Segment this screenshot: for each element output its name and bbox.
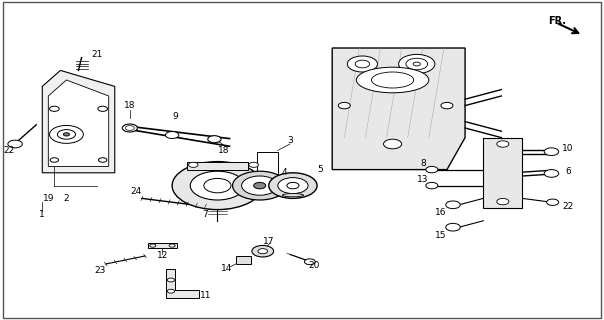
Text: 20: 20 bbox=[309, 261, 320, 270]
Circle shape bbox=[167, 289, 175, 293]
Polygon shape bbox=[332, 48, 465, 170]
Circle shape bbox=[258, 249, 268, 254]
Bar bbox=[236, 256, 251, 264]
Circle shape bbox=[98, 106, 108, 111]
Text: 8: 8 bbox=[420, 159, 426, 168]
Bar bbox=[187, 162, 248, 170]
Circle shape bbox=[496, 141, 509, 147]
Text: 22: 22 bbox=[4, 146, 14, 155]
Circle shape bbox=[399, 54, 435, 74]
Text: 24: 24 bbox=[130, 188, 141, 196]
Ellipse shape bbox=[125, 126, 134, 131]
Circle shape bbox=[269, 173, 317, 198]
Text: 5: 5 bbox=[317, 165, 323, 174]
Circle shape bbox=[98, 158, 107, 162]
Text: 12: 12 bbox=[157, 252, 168, 260]
Circle shape bbox=[384, 139, 402, 149]
Text: 9: 9 bbox=[172, 112, 178, 121]
Circle shape bbox=[355, 60, 370, 68]
Text: 2: 2 bbox=[63, 194, 69, 203]
Ellipse shape bbox=[283, 194, 303, 197]
Text: 10: 10 bbox=[562, 144, 574, 153]
Circle shape bbox=[169, 244, 175, 247]
Text: 11: 11 bbox=[199, 292, 211, 300]
Circle shape bbox=[249, 162, 259, 167]
Circle shape bbox=[50, 106, 59, 111]
Text: 18: 18 bbox=[217, 146, 230, 155]
Circle shape bbox=[338, 102, 350, 109]
Polygon shape bbox=[42, 70, 115, 173]
Ellipse shape bbox=[371, 72, 414, 88]
Text: 19: 19 bbox=[42, 194, 54, 203]
Circle shape bbox=[188, 162, 198, 167]
Circle shape bbox=[8, 140, 22, 148]
Circle shape bbox=[544, 170, 559, 177]
Ellipse shape bbox=[122, 124, 138, 132]
Bar bbox=[148, 243, 177, 248]
Text: 21: 21 bbox=[91, 50, 102, 59]
Polygon shape bbox=[48, 80, 109, 166]
Circle shape bbox=[406, 58, 428, 70]
Circle shape bbox=[63, 133, 69, 136]
Circle shape bbox=[278, 178, 308, 194]
Circle shape bbox=[446, 223, 460, 231]
Ellipse shape bbox=[356, 67, 429, 93]
Circle shape bbox=[50, 158, 59, 162]
Text: 3: 3 bbox=[287, 136, 293, 145]
Circle shape bbox=[190, 171, 245, 200]
Circle shape bbox=[496, 198, 509, 205]
Circle shape bbox=[426, 182, 438, 189]
Circle shape bbox=[547, 199, 559, 205]
Text: 13: 13 bbox=[417, 175, 429, 184]
Circle shape bbox=[242, 176, 278, 195]
Text: 6: 6 bbox=[565, 167, 571, 176]
Text: 15: 15 bbox=[435, 231, 447, 240]
Text: FR.: FR. bbox=[548, 16, 567, 26]
Circle shape bbox=[441, 102, 453, 109]
Circle shape bbox=[167, 278, 175, 282]
Text: 7: 7 bbox=[202, 210, 208, 219]
Circle shape bbox=[252, 245, 274, 257]
Text: 18: 18 bbox=[124, 101, 136, 110]
Circle shape bbox=[150, 244, 156, 247]
Ellipse shape bbox=[208, 136, 221, 143]
Text: 14: 14 bbox=[221, 264, 232, 273]
Circle shape bbox=[254, 182, 266, 189]
Circle shape bbox=[287, 182, 299, 189]
Text: 1: 1 bbox=[39, 210, 45, 219]
Text: 22: 22 bbox=[562, 202, 573, 211]
Circle shape bbox=[304, 259, 315, 265]
Text: 4: 4 bbox=[281, 168, 287, 177]
Polygon shape bbox=[166, 269, 199, 298]
Circle shape bbox=[347, 56, 378, 72]
Text: 17: 17 bbox=[263, 237, 275, 246]
Bar bbox=[483, 138, 522, 208]
Text: 16: 16 bbox=[435, 208, 447, 217]
Circle shape bbox=[446, 201, 460, 209]
Circle shape bbox=[172, 162, 263, 210]
Circle shape bbox=[204, 179, 231, 193]
Circle shape bbox=[57, 130, 76, 139]
Circle shape bbox=[413, 62, 420, 66]
Circle shape bbox=[426, 166, 438, 173]
Circle shape bbox=[233, 171, 287, 200]
Circle shape bbox=[544, 148, 559, 156]
Ellipse shape bbox=[165, 132, 179, 139]
Circle shape bbox=[50, 125, 83, 143]
Text: 23: 23 bbox=[94, 266, 105, 275]
